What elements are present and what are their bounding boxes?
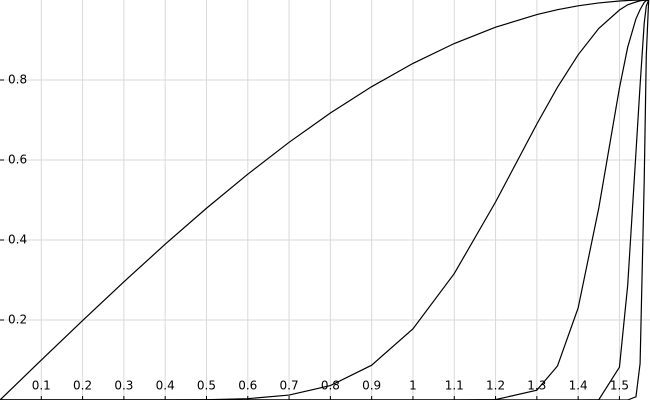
y-tick-label: 0.6 — [8, 153, 27, 167]
x-tick-label: 0.9 — [362, 379, 381, 393]
x-tick-label: 0.3 — [114, 379, 133, 393]
y-tick-label: 0.2 — [8, 313, 27, 327]
x-tick-label: 1.5 — [610, 379, 629, 393]
y-tick-label: 0.8 — [8, 73, 27, 87]
x-tick-label: 0.4 — [156, 379, 175, 393]
x-tick-label: 0.5 — [197, 379, 216, 393]
y-tick-label: 0.4 — [8, 233, 27, 247]
x-tick-label: 1.3 — [527, 379, 546, 393]
x-tick-label: 1.1 — [445, 379, 464, 393]
x-tick-label: 0.2 — [73, 379, 92, 393]
x-tick-label: 1.4 — [569, 379, 588, 393]
x-tick-label: 1 — [409, 379, 417, 393]
x-tick-label: 0.7 — [280, 379, 299, 393]
x-tick-label: 0.1 — [32, 379, 51, 393]
x-tick-label: 0.6 — [238, 379, 257, 393]
x-tick-label: 1.2 — [486, 379, 505, 393]
